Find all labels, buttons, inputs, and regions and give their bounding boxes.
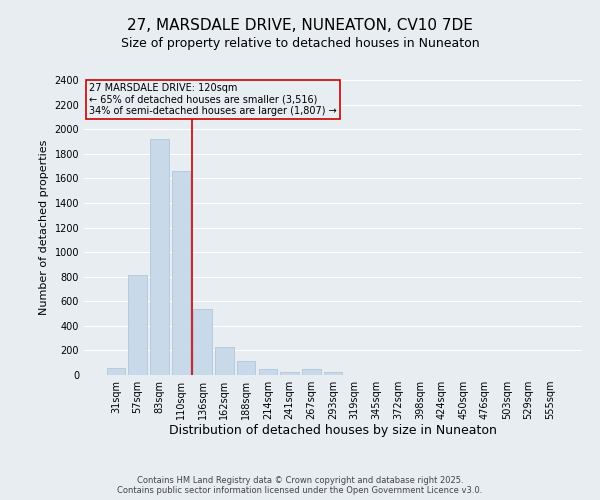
X-axis label: Distribution of detached houses by size in Nuneaton: Distribution of detached houses by size … [169, 424, 497, 436]
Text: 27 MARSDALE DRIVE: 120sqm
← 65% of detached houses are smaller (3,516)
34% of se: 27 MARSDALE DRIVE: 120sqm ← 65% of detac… [89, 83, 337, 116]
Bar [215, 346, 233, 375]
Bar [150, 139, 169, 375]
Bar [259, 369, 277, 375]
Bar [237, 361, 256, 375]
Bar [128, 276, 147, 375]
Text: Contains HM Land Registry data © Crown copyright and database right 2025.
Contai: Contains HM Land Registry data © Crown c… [118, 476, 482, 495]
Bar [107, 368, 125, 375]
Bar [193, 309, 212, 375]
Y-axis label: Number of detached properties: Number of detached properties [39, 140, 49, 315]
Text: 27, MARSDALE DRIVE, NUNEATON, CV10 7DE: 27, MARSDALE DRIVE, NUNEATON, CV10 7DE [127, 18, 473, 32]
Bar [324, 372, 342, 375]
Bar [302, 369, 320, 375]
Bar [280, 372, 299, 375]
Bar [172, 171, 190, 375]
Text: Size of property relative to detached houses in Nuneaton: Size of property relative to detached ho… [121, 38, 479, 51]
